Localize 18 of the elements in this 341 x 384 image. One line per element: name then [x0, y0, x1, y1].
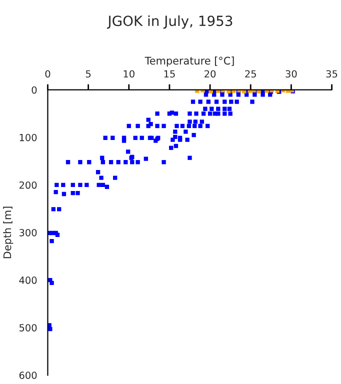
y-tick-label: 100: [20, 134, 37, 142]
x-tick-label: 25: [245, 70, 256, 78]
x-axis-title: Temperature [°C]: [144, 56, 234, 67]
x-tick-label: 30: [286, 70, 297, 78]
x-tick-label: 15: [164, 70, 175, 78]
x-tick-label: 5: [86, 70, 91, 78]
y-tick-label: 600: [19, 372, 37, 379]
y-tick-label: 500: [20, 324, 37, 332]
x-tick-label: 0: [45, 70, 50, 78]
x-tick-label: 20: [204, 70, 216, 78]
y-tick-label: 200: [19, 181, 37, 189]
chart-title: JGOK in July, 1953: [107, 15, 232, 29]
y-tick-label: 300: [20, 228, 37, 236]
y-axis-title: Depth [m]: [3, 206, 14, 258]
x-tick-label: 10: [124, 70, 134, 78]
x-tick-label: 35: [326, 70, 338, 78]
y-tick-label: 400: [19, 276, 37, 284]
y-tick-label: 0: [32, 86, 37, 94]
